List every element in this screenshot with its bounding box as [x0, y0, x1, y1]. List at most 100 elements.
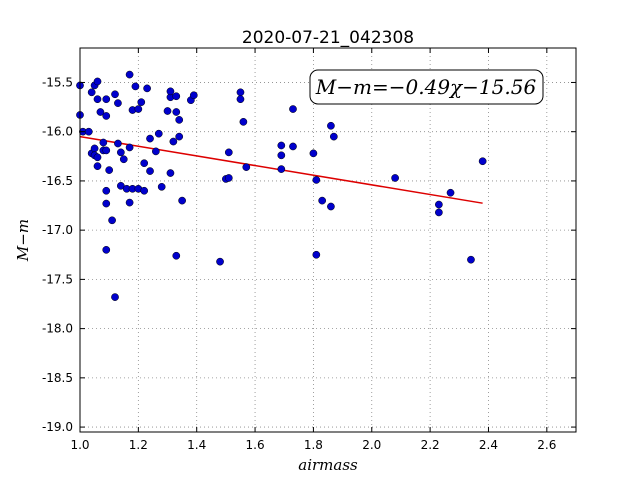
data-point: [146, 167, 154, 175]
data-point: [169, 137, 178, 146]
data-point: [327, 202, 335, 211]
data-point: [224, 148, 233, 157]
data-point: [152, 147, 160, 156]
data-point: [146, 134, 154, 143]
data-point: [239, 117, 248, 126]
data-point: [478, 157, 487, 166]
data-point: [242, 163, 251, 171]
data-point: [93, 162, 102, 171]
chart-title: 2020-07-21_042308: [242, 28, 414, 48]
x-tick-label: 1.6: [246, 438, 265, 452]
y-tick-label: -16.0: [42, 125, 73, 139]
y-tick-label: -18.5: [42, 371, 73, 385]
data-point: [224, 174, 233, 182]
x-tick-label: 1.2: [129, 438, 148, 452]
y-tick-label: -17.0: [42, 223, 73, 237]
data-point: [172, 251, 181, 260]
data-point: [178, 196, 186, 205]
data-point: [312, 250, 321, 259]
fit-equation: M−m=−0.49χ−15.56: [315, 75, 537, 99]
data-point: [309, 149, 318, 158]
fit-annotation: M−m=−0.49χ−15.56: [309, 69, 544, 105]
data-point: [134, 105, 143, 113]
x-axis-label: airmass: [298, 456, 358, 474]
x-tick-label: 1.8: [304, 438, 323, 452]
x-tick-label: 1.0: [70, 438, 89, 452]
data-point: [467, 255, 475, 264]
data-point: [116, 148, 125, 157]
data-point: [166, 169, 175, 177]
data-point: [93, 95, 102, 104]
data-point: [277, 141, 286, 150]
data-point: [172, 108, 181, 116]
data-point: [318, 196, 327, 205]
x-tick-label: 2.0: [362, 438, 381, 452]
data-point: [131, 82, 140, 91]
data-point: [435, 208, 443, 217]
grid: [79, 48, 576, 432]
data-point: [154, 129, 163, 138]
data-point: [96, 108, 105, 116]
x-tick-label: 2.2: [421, 438, 440, 452]
data-point: [84, 127, 93, 136]
x-tick-label: 2.6: [537, 438, 556, 452]
data-point: [143, 84, 151, 93]
data-point: [163, 107, 172, 115]
data-point: [277, 165, 286, 173]
data-point: [119, 155, 128, 164]
y-tick-label: -17.5: [42, 272, 73, 286]
y-tick-label: -15.5: [42, 75, 73, 89]
data-point: [175, 132, 184, 141]
data-point: [87, 88, 96, 97]
data-point: [102, 245, 111, 254]
x-tick-label: 1.4: [187, 438, 206, 452]
data-points: [76, 70, 487, 301]
plot-frame: [79, 47, 577, 433]
data-point: [446, 188, 455, 197]
data-point: [175, 116, 184, 124]
data-point: [216, 257, 224, 266]
axis-ticks: 1.0 1.2 1.4 1.6 1.8 2.0 2.2 2.4 2.6 -15.5 -16.0 -16…: [42, 48, 576, 452]
data-point: [236, 95, 245, 104]
data-point: [137, 98, 146, 107]
data-point: [125, 70, 134, 79]
data-point: [108, 216, 116, 225]
data-point: [435, 200, 443, 209]
data-point: [99, 138, 108, 147]
data-point: [172, 92, 181, 101]
y-axis-label: M−m: [14, 219, 32, 262]
data-point: [102, 146, 111, 155]
data-point: [102, 95, 111, 104]
data-point: [114, 99, 122, 107]
data-point: [105, 166, 114, 174]
y-tick-label: -19.0: [42, 420, 73, 434]
data-point: [102, 112, 111, 120]
data-point: [111, 90, 119, 99]
data-point: [289, 142, 297, 151]
data-point: [327, 121, 335, 130]
data-point: [329, 132, 338, 141]
data-point: [391, 174, 399, 182]
data-point: [140, 186, 149, 195]
y-tick-label: -18.0: [42, 322, 73, 336]
data-point: [102, 186, 111, 195]
data-point: [125, 143, 134, 152]
data-point: [125, 198, 134, 207]
data-point: [93, 77, 102, 86]
data-point: [90, 144, 99, 153]
data-point: [166, 87, 175, 96]
data-point: [189, 91, 198, 100]
data-point: [102, 199, 111, 208]
data-point: [277, 151, 286, 160]
data-point: [114, 139, 122, 148]
data-point: [93, 153, 102, 162]
data-point: [111, 293, 119, 301]
data-point: [236, 88, 245, 97]
data-point: [140, 159, 149, 168]
y-tick-label: -16.5: [42, 174, 73, 188]
annotation-box: [309, 69, 544, 105]
data-point: [157, 182, 166, 191]
data-point: [312, 176, 321, 184]
x-tick-label: 2.4: [479, 438, 498, 452]
